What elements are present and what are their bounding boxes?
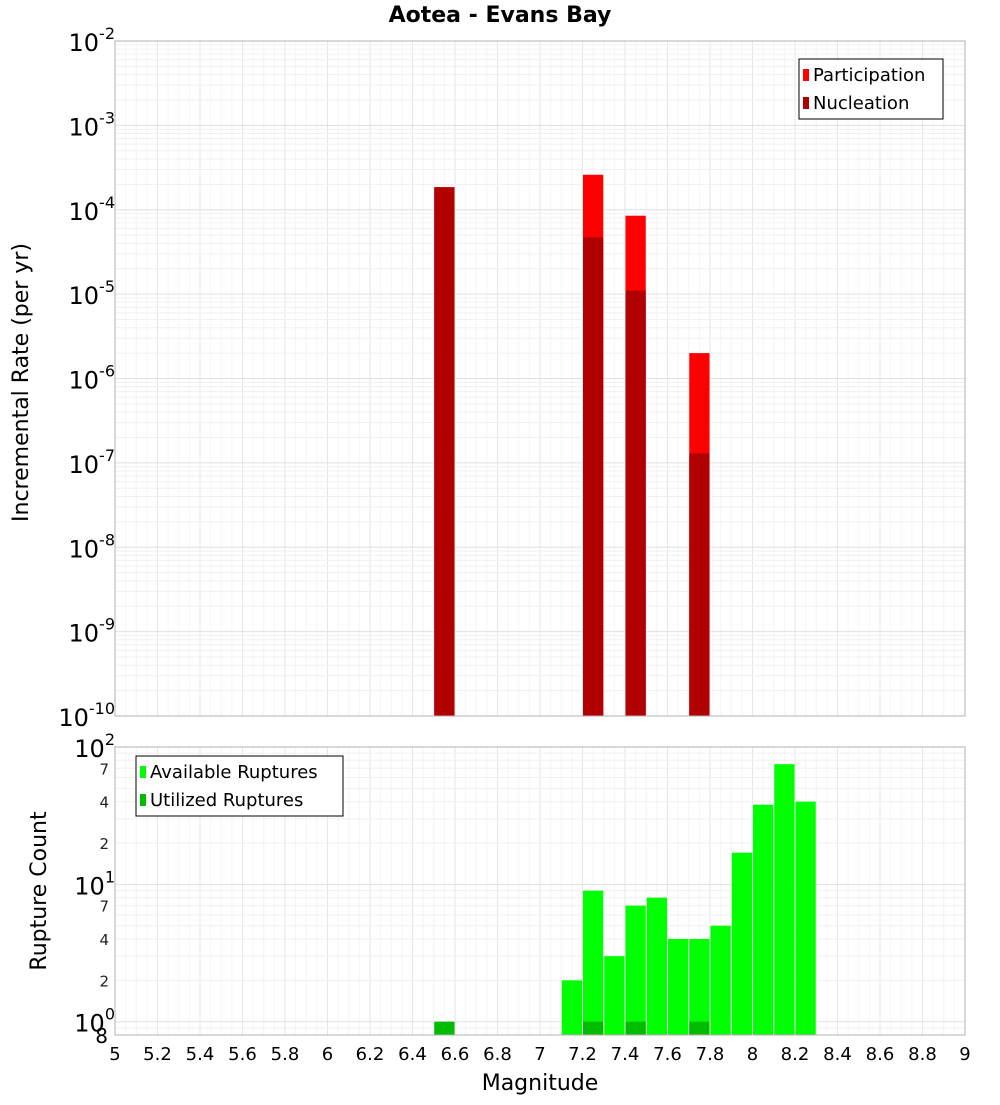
x-tick-label: 6.8 — [483, 1044, 512, 1065]
bottom-bar-available-ruptures — [604, 956, 625, 1035]
x-axis-label: Magnitude — [482, 1071, 599, 1096]
x-tick-label: 5.6 — [228, 1044, 257, 1065]
bottom-bar-available-ruptures — [583, 890, 604, 1035]
top-bar-nucleation — [689, 453, 710, 716]
top-y-tick-label: 10-2 — [69, 24, 116, 57]
x-tick-label: 6.2 — [356, 1044, 385, 1065]
bottom-legend-label: Available Ruptures — [150, 762, 318, 783]
bottom-bar-available-ruptures — [625, 905, 646, 1035]
chart-title: Aotea - Evans Bay — [389, 3, 612, 28]
x-tick-label: 7 — [534, 1044, 545, 1065]
bottom-bar-available-ruptures — [646, 897, 667, 1035]
bottom-plot-border — [114, 746, 966, 1036]
top-legend-label: Participation — [813, 65, 925, 86]
x-tick-label: 5 — [109, 1044, 120, 1065]
bottom-y-axis-label: Rupture Count — [27, 811, 52, 971]
top-plot-border — [114, 40, 966, 717]
top-y-tick-label: 10-7 — [69, 446, 116, 479]
top-y-tick-label: 10-8 — [69, 530, 116, 563]
x-tick-label: 8.2 — [781, 1044, 810, 1065]
top-y-tick-label: 10-10 — [58, 699, 115, 732]
bottom-bar-available-ruptures — [561, 980, 582, 1035]
x-tick-label: 7.2 — [568, 1044, 597, 1065]
bottom-y-minor-tick-label: 7 — [99, 898, 109, 916]
top-y-tick-label: 10-6 — [69, 362, 116, 395]
bottom-panel: 100 101 102 8 2 4 7 2 4 7 Available Ruptures Utiliz… — [27, 730, 971, 1065]
top-legend-label: Nucleation — [813, 93, 909, 114]
bottom-bar-available-ruptures — [689, 939, 710, 1035]
x-tick-label: 5.2 — [143, 1044, 172, 1065]
top-y-tick-label: 10-4 — [69, 193, 116, 226]
top-bar-nucleation — [583, 237, 604, 716]
top-bar-nucleation — [625, 290, 646, 716]
x-tick-label: 7.8 — [696, 1044, 725, 1065]
x-tick-label: 8.4 — [823, 1044, 852, 1065]
bottom-y-tick-label: 102 — [74, 730, 115, 763]
bottom-y-minor-tick-label: 4 — [99, 794, 109, 812]
bottom-y-minor-tick-label: 8 — [95, 1024, 108, 1048]
bottom-bar-utilized-ruptures — [583, 1021, 604, 1035]
bottom-bar-utilized-ruptures — [689, 1021, 710, 1035]
bottom-y-minor-tick-label: 2 — [99, 972, 109, 990]
bottom-bar-utilized-ruptures — [625, 1021, 646, 1035]
bottom-y-minor-tick-label: 7 — [99, 760, 109, 778]
top-legend-swatch — [803, 69, 809, 81]
x-tick-label: 5.8 — [271, 1044, 300, 1065]
x-tick-label: 8.8 — [908, 1044, 937, 1065]
bottom-bar-available-ruptures — [731, 852, 752, 1035]
top-y-tick-label: 10-9 — [69, 615, 116, 648]
top-panel: Aotea - Evans Bay 10-10 10-9 10-8 10-7 10-6 1… — [9, 3, 966, 732]
bottom-y-tick-label: 101 — [74, 867, 115, 900]
top-y-tick-label: 10-5 — [69, 277, 116, 310]
bottom-bar-available-ruptures — [668, 939, 689, 1035]
top-legend-box — [798, 58, 944, 120]
bottom-bar-available-ruptures — [710, 925, 731, 1035]
bottom-legend-box — [135, 755, 344, 817]
bottom-bar-utilized-ruptures — [434, 1021, 455, 1035]
top-bar-nucleation — [434, 187, 455, 716]
x-tick-label: 8 — [747, 1044, 758, 1065]
top-y-tick-label: 10-3 — [69, 108, 116, 141]
top-y-axis-label: Incremental Rate (per yr) — [9, 243, 34, 522]
bottom-bar-available-ruptures — [795, 801, 816, 1035]
bottom-legend-swatch — [140, 794, 146, 806]
bottom-legend-label: Utilized Ruptures — [150, 790, 303, 811]
x-tick-label: 6.4 — [398, 1044, 427, 1065]
x-tick-label: 5.4 — [186, 1044, 215, 1065]
bottom-legend-swatch — [140, 766, 146, 778]
bottom-y-minor-tick-label: 2 — [99, 835, 109, 853]
x-tick-label: 8.6 — [866, 1044, 895, 1065]
bottom-bar-available-ruptures — [753, 804, 774, 1035]
x-tick-label: 7.4 — [611, 1044, 640, 1065]
x-tick-label: 6.6 — [441, 1044, 470, 1065]
bottom-bar-available-ruptures — [774, 764, 795, 1035]
x-tick-label: 6 — [322, 1044, 333, 1065]
x-tick-label: 9 — [959, 1044, 970, 1065]
bottom-y-tick-label: 100 — [74, 1005, 115, 1038]
x-tick-label: 7.6 — [653, 1044, 682, 1065]
top-legend-swatch — [803, 97, 809, 109]
bottom-y-minor-tick-label: 4 — [99, 931, 109, 949]
